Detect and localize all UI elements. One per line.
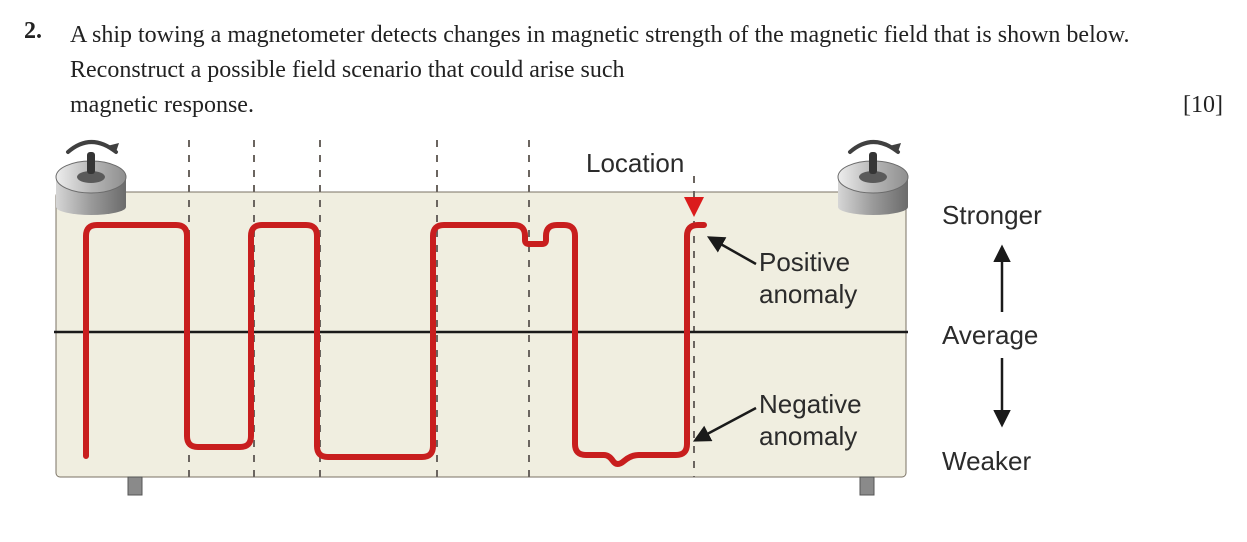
- negative-label-line2: anomaly: [759, 420, 862, 452]
- left-spool: [56, 142, 126, 215]
- magnetometer-figure: Location Positive anomaly Negative anoma…: [24, 136, 1216, 504]
- right-spool: [838, 142, 908, 215]
- positive-label-line1: Positive: [759, 246, 857, 278]
- negative-label-line1: Negative: [759, 388, 862, 420]
- question-text-block: A ship towing a magnetometer detects cha…: [70, 18, 1223, 122]
- stronger-label: Stronger: [942, 200, 1042, 231]
- average-label: Average: [942, 320, 1038, 351]
- question-number: 2.: [24, 18, 52, 45]
- positive-anomaly-label: Positive anomaly: [759, 246, 857, 310]
- left-foot: [128, 477, 142, 495]
- positive-label-line2: anomaly: [759, 278, 857, 310]
- weaker-label: Weaker: [942, 446, 1031, 477]
- question-text-line-1: A ship towing a magnetometer detects cha…: [70, 18, 1223, 88]
- question-text-line-2: magnetic response.: [70, 88, 254, 123]
- right-foot: [860, 477, 874, 495]
- negative-anomaly-label: Negative anomaly: [759, 388, 862, 452]
- location-label: Location: [586, 148, 684, 179]
- question-marks: [10]: [1183, 88, 1223, 123]
